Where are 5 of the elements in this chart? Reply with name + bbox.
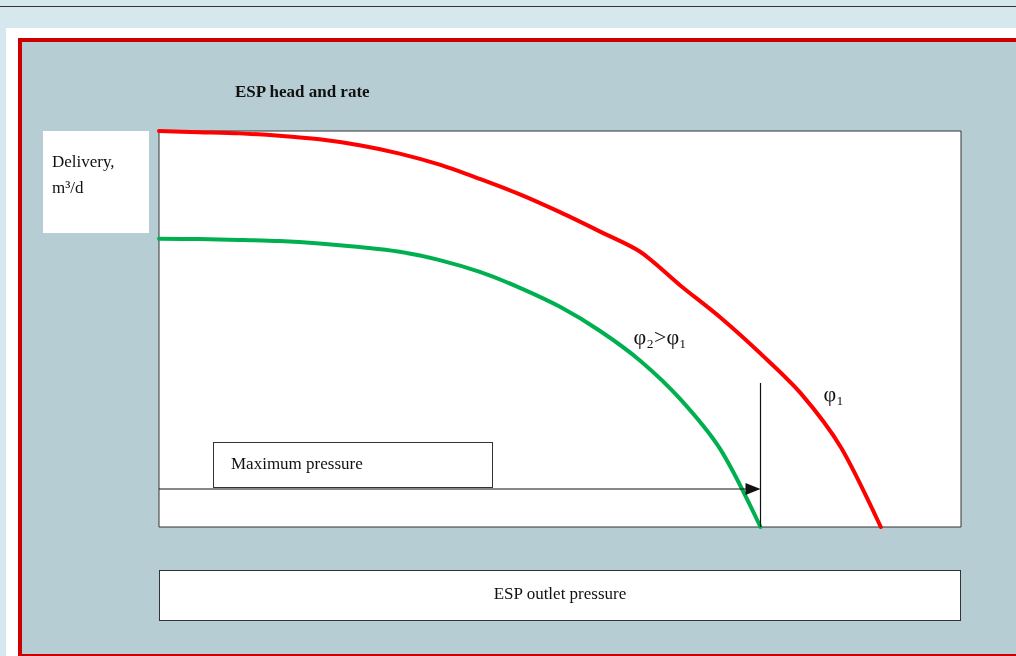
chart-title: ESP head and rate xyxy=(235,82,371,101)
series-label: φ₁ xyxy=(823,380,844,406)
series-label: φ₂>φ₁ xyxy=(633,324,687,350)
x-axis-title: ESP outlet pressure xyxy=(159,570,961,621)
y-axis-title: Delivery, m³/d xyxy=(43,131,149,233)
